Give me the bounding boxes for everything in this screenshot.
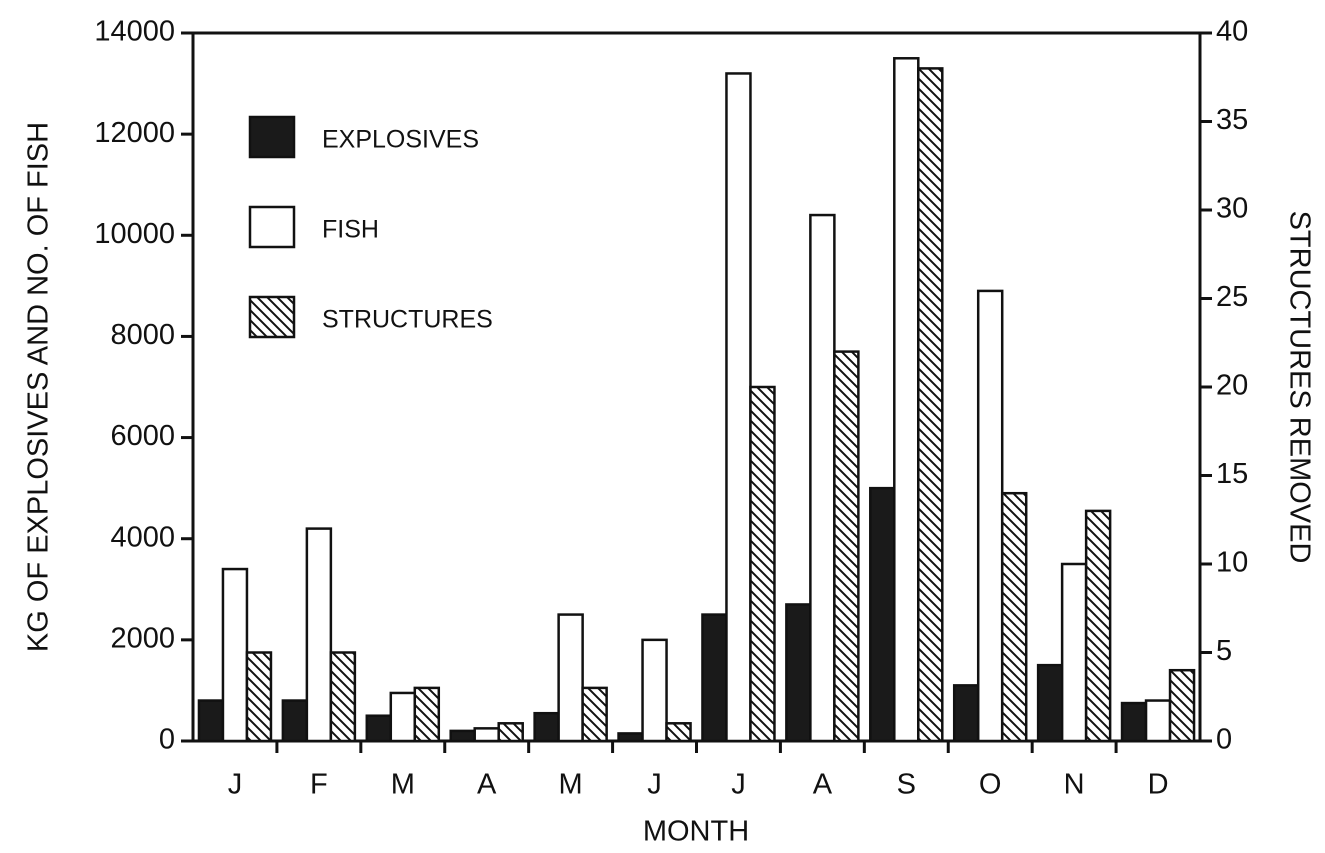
- bar: [1144, 699, 1172, 743]
- bar: [329, 651, 357, 743]
- bar: [365, 714, 393, 743]
- bar: [581, 686, 608, 743]
- bar: [533, 711, 560, 743]
- bar: [1120, 701, 1148, 743]
- bar: [1036, 663, 1064, 743]
- legend-label: STRUCTURES: [322, 306, 493, 334]
- y2-tick-label: 20: [1216, 370, 1248, 402]
- x-tick-label: F: [310, 769, 328, 801]
- y2-tick-label: 35: [1216, 104, 1248, 136]
- bar: [281, 699, 309, 743]
- bar: [869, 486, 896, 743]
- y2-tick-label: 25: [1216, 281, 1248, 313]
- y2-tick-label: 15: [1216, 458, 1248, 490]
- y2-axis-label: STRUCTURES REMOVED: [1283, 211, 1315, 564]
- bar: [197, 699, 225, 743]
- y-tick-label: 0: [159, 724, 175, 756]
- bar: [665, 722, 692, 743]
- legend-swatch: [248, 295, 296, 339]
- bar: [473, 727, 500, 743]
- x-axis-label: MONTH: [643, 816, 749, 848]
- legend-label: FISH: [322, 216, 379, 244]
- x-tick-label: J: [228, 769, 243, 801]
- bar: [833, 350, 860, 743]
- bar: [497, 722, 524, 743]
- x-tick-label: A: [813, 769, 833, 801]
- bar: [245, 651, 273, 743]
- y-tick-label: 12000: [94, 117, 175, 149]
- bar: [893, 57, 920, 743]
- bar: [1000, 491, 1028, 743]
- bar: [952, 684, 980, 743]
- bar: [641, 638, 668, 743]
- x-tick-label: O: [979, 769, 1002, 801]
- bar: [1168, 668, 1196, 743]
- legend-swatch: [248, 205, 296, 249]
- y-tick-label: 2000: [110, 623, 175, 655]
- x-tick-label: N: [1064, 769, 1085, 801]
- y2-tick-label: 30: [1216, 193, 1248, 225]
- legend-swatch: [248, 115, 296, 159]
- y-tick-label: 6000: [110, 420, 175, 452]
- y-tick-label: 10000: [94, 218, 175, 250]
- bar: [917, 67, 944, 743]
- bar: [557, 613, 584, 743]
- x-tick-label: S: [897, 769, 916, 801]
- bar: [413, 686, 441, 743]
- bar: [617, 732, 644, 743]
- bar: [701, 613, 728, 743]
- bar: [809, 213, 836, 743]
- y2-tick-label: 40: [1216, 16, 1248, 48]
- bar: [1060, 562, 1088, 743]
- bar: [976, 289, 1004, 743]
- x-tick-label: A: [477, 769, 497, 801]
- y-tick-label: 14000: [94, 16, 175, 48]
- bar: [305, 527, 333, 743]
- bar: [221, 567, 249, 743]
- bar: [749, 385, 776, 743]
- bar: [1084, 509, 1112, 743]
- legend-label: EXPLOSIVES: [322, 126, 479, 154]
- y2-tick-label: 10: [1216, 547, 1248, 579]
- y-tick-label: 4000: [110, 521, 175, 553]
- y-axis-label: KG OF EXPLOSIVES AND NO. OF FISH: [23, 122, 55, 652]
- bar: [725, 72, 752, 743]
- x-tick-label: J: [647, 769, 662, 801]
- x-tick-label: J: [731, 769, 746, 801]
- x-tick-label: M: [559, 769, 583, 801]
- y2-tick-label: 5: [1216, 635, 1232, 667]
- y2-tick-label: 0: [1216, 724, 1232, 756]
- bar: [389, 691, 417, 743]
- x-tick-label: M: [391, 769, 415, 801]
- bar: [785, 603, 812, 743]
- x-tick-label: D: [1148, 769, 1169, 801]
- bar: [449, 729, 476, 743]
- y-tick-label: 8000: [110, 319, 175, 351]
